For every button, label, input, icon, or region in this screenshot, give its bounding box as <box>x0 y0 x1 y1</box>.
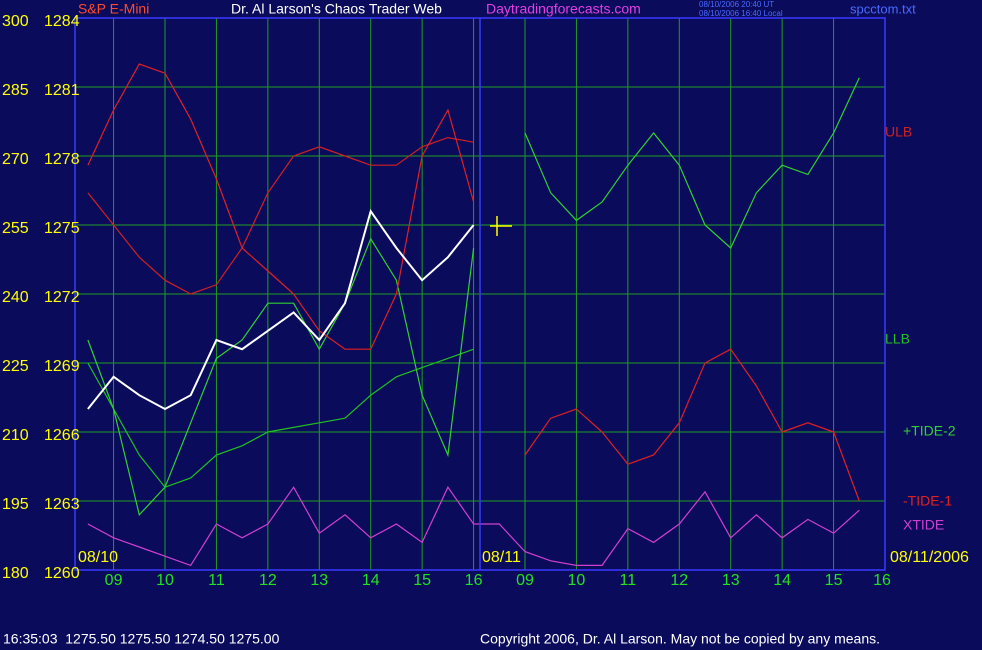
legend-label: ULB <box>885 124 912 140</box>
chart-title: Dr. Al Larson's Chaos Trader Web <box>231 1 442 17</box>
y-tick-label: 255 <box>2 220 29 237</box>
x-tick-label: 12 <box>259 572 277 589</box>
copyright: Copyright 2006, Dr. Al Larson. May not b… <box>480 631 880 647</box>
x-tick-label: 14 <box>362 572 380 589</box>
y-tick-label: 180 <box>2 565 29 582</box>
instrument: S&P E-Mini <box>78 1 149 17</box>
series-line <box>87 486 860 567</box>
x-tick-label: 13 <box>722 572 740 589</box>
website: Daytradingforecasts.com <box>486 1 641 17</box>
date-label: 08/11/2006 <box>890 549 969 566</box>
y2-tick-label: 1260 <box>44 565 80 582</box>
legend-label: LLB <box>885 331 910 347</box>
y-tick-label: 285 <box>2 82 29 99</box>
y-tick-label: 195 <box>2 496 29 513</box>
file-name: spcctom.txt <box>850 1 916 16</box>
x-tick-label: 13 <box>310 572 328 589</box>
series-line <box>87 136 474 295</box>
legend-label: -TIDE-1 <box>903 493 952 509</box>
series-line <box>87 77 860 517</box>
y2-tick-label: 1275 <box>44 220 80 237</box>
cursor <box>490 216 512 236</box>
x-tick-label: 11 <box>620 572 637 589</box>
y-tick-label: 210 <box>2 427 29 444</box>
plot <box>87 63 860 567</box>
x-tick-label: 15 <box>825 572 843 589</box>
x-tick-label: 16 <box>465 572 483 589</box>
y-tick-label: 300 <box>2 13 29 30</box>
y2-tick-label: 1284 <box>44 13 80 30</box>
x-tick-label: 14 <box>773 572 791 589</box>
legend-label: XTIDE <box>903 517 944 533</box>
x-tick-label: 11 <box>208 572 225 589</box>
x-tick-label: 12 <box>670 572 688 589</box>
x-tick-label: 09 <box>516 572 534 589</box>
y-tick-label: 270 <box>2 151 29 168</box>
legend-label: +TIDE-2 <box>903 423 956 439</box>
y2-tick-label: 1278 <box>44 151 80 168</box>
price-line <box>87 208 475 411</box>
y2-tick-label: 1272 <box>44 289 80 306</box>
series-line <box>87 348 474 488</box>
status-line: 16:35:03 1275.50 1275.50 1274.50 1275.00 <box>3 631 280 647</box>
x-tick-label: 09 <box>105 572 123 589</box>
x-tick-label: 10 <box>568 572 586 589</box>
series-line <box>87 63 860 502</box>
x-tick-label: 10 <box>156 572 174 589</box>
x-tick-label: 16 <box>873 572 891 589</box>
x-tick-label: 15 <box>413 572 431 589</box>
plot-border <box>74 17 886 571</box>
timestamp: 08/10/2006 20:40 UT <box>699 0 774 9</box>
y-tick-label: 225 <box>2 358 29 375</box>
y2-tick-label: 1263 <box>44 496 80 513</box>
date-label: 08/10 <box>78 549 118 566</box>
date-label: 08/11 <box>482 549 521 566</box>
timestamp: 08/10/2006 16:40 Local <box>699 9 783 18</box>
y2-tick-label: 1269 <box>44 358 80 375</box>
y-tick-label: 240 <box>2 289 29 306</box>
y2-tick-label: 1266 <box>44 427 80 444</box>
y2-tick-label: 1281 <box>44 82 80 99</box>
